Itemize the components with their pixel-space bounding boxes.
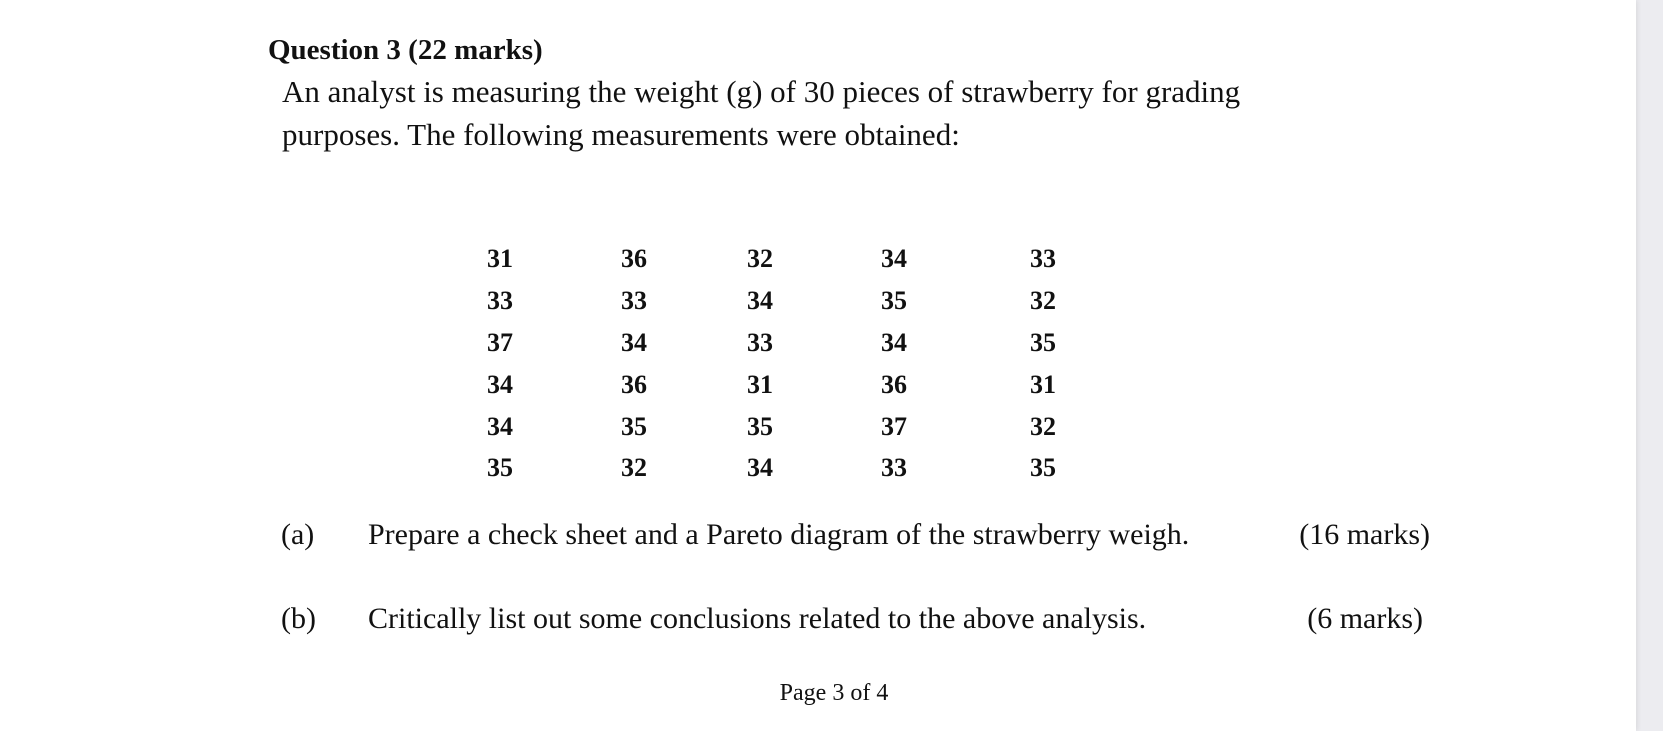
measurement-cell: 37 <box>881 412 907 441</box>
question-title: Question 3 (22 marks) <box>268 34 543 66</box>
measurement-cell: 32 <box>1030 412 1056 441</box>
measurement-cell: 35 <box>881 286 907 315</box>
measurement-cell: 36 <box>881 370 907 399</box>
measurement-cell: 34 <box>881 244 907 273</box>
measurement-cell: 35 <box>1030 328 1056 357</box>
measurement-cell: 31 <box>1030 370 1056 399</box>
measurement-cell: 34 <box>621 328 647 357</box>
measurement-cell: 31 <box>747 370 773 399</box>
measurement-cell: 33 <box>881 453 907 482</box>
part-a-text: Prepare a check sheet and a Pareto diagr… <box>368 518 1190 551</box>
measurement-cell: 33 <box>487 286 513 315</box>
measurement-cell: 34 <box>747 286 773 315</box>
question-body-line-1: An analyst is measuring the weight (g) o… <box>282 74 1241 109</box>
measurement-cell: 34 <box>881 328 907 357</box>
measurement-cell: 37 <box>487 328 513 357</box>
measurement-cell: 32 <box>621 453 647 482</box>
measurement-cell: 34 <box>487 370 513 399</box>
part-b-label: (b) <box>281 602 316 635</box>
measurement-cell: 33 <box>1030 244 1056 273</box>
measurement-cell: 31 <box>487 244 513 273</box>
question-body-line-2: purposes. The following measurements wer… <box>282 117 960 152</box>
part-b-text: Critically list out some conclusions rel… <box>368 602 1147 635</box>
measurement-cell: 36 <box>621 244 647 273</box>
measurement-cell: 32 <box>1030 286 1056 315</box>
measurement-cell: 35 <box>1030 453 1056 482</box>
measurement-cell: 36 <box>621 370 647 399</box>
measurement-cell: 35 <box>621 412 647 441</box>
part-a-marks: (16 marks) <box>1299 518 1430 551</box>
measurement-cell: 33 <box>747 328 773 357</box>
measurement-cell: 35 <box>747 412 773 441</box>
measurement-cell: 32 <box>747 244 773 273</box>
measurement-cell: 33 <box>621 286 647 315</box>
page-number: Page 3 of 4 <box>779 680 889 706</box>
measurement-cell: 34 <box>487 412 513 441</box>
part-b-marks: (6 marks) <box>1307 602 1423 635</box>
part-a-label: (a) <box>281 518 315 551</box>
measurement-cell: 35 <box>487 453 513 482</box>
measurement-cell: 34 <box>747 453 773 482</box>
